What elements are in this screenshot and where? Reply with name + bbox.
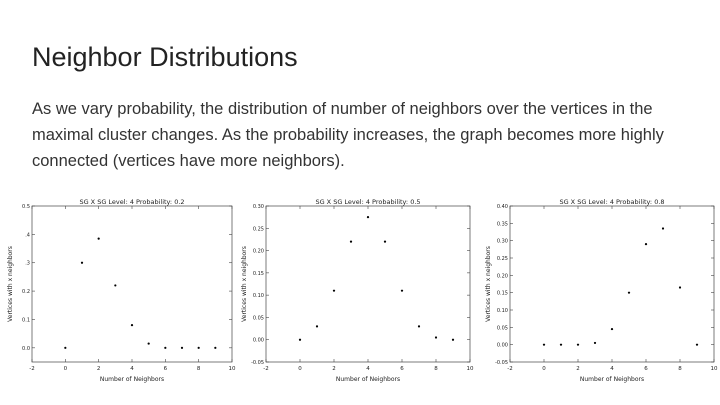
data-point <box>97 237 100 240</box>
y-axis-label: Vertices with x neighbors <box>485 246 492 322</box>
data-point <box>315 325 319 328</box>
y-tick-label: 0.10 <box>253 293 264 299</box>
x-tick-label: 4 <box>610 366 614 372</box>
x-tick-label: 10 <box>229 366 236 372</box>
data-point <box>349 240 353 243</box>
y-tick-label: 0.0 <box>22 346 30 352</box>
data-point <box>298 338 302 341</box>
data-point <box>417 325 421 328</box>
data-point <box>678 286 682 289</box>
y-tick-label: 0.30 <box>253 204 264 210</box>
y-tick-label: 0.15 <box>497 291 508 297</box>
x-tick-label: 2 <box>576 366 580 372</box>
data-point <box>644 243 648 246</box>
x-tick-label: 4 <box>366 366 370 372</box>
y-axis-label: Vertices with x neighbors <box>7 246 14 322</box>
x-tick-label: 6 <box>164 366 168 372</box>
x-tick-label: -2 <box>263 366 268 372</box>
x-tick-label: 8 <box>434 366 438 372</box>
data-point <box>214 346 217 349</box>
x-tick-label: 10 <box>467 366 474 372</box>
data-point <box>114 284 117 287</box>
data-point <box>366 216 370 219</box>
chart-title: SG X SG Level: 4 Probability: 0.8 <box>559 198 664 206</box>
x-tick-label: 0 <box>298 366 302 372</box>
x-tick-label: 10 <box>711 366 718 372</box>
x-tick-label: 8 <box>678 366 682 372</box>
data-point <box>332 289 336 292</box>
y-tick-label: 0.1 <box>22 317 30 323</box>
y-tick-label: .4 <box>25 232 30 238</box>
y-tick-label: 0.5 <box>22 204 30 210</box>
data-point <box>542 343 546 346</box>
data-point <box>383 240 387 243</box>
x-tick-label: 0 <box>64 366 68 372</box>
plot-frame <box>265 205 471 363</box>
y-tick-label: 0.10 <box>497 308 508 314</box>
data-point <box>400 289 404 292</box>
chart-title: SG X SG Level: 4 Probability: 0.5 <box>315 198 420 206</box>
x-tick-label: 2 <box>97 366 101 372</box>
y-tick-label: 0.00 <box>253 338 264 344</box>
data-point <box>610 327 614 331</box>
data-point <box>80 261 84 264</box>
y-tick-label: 0.25 <box>253 226 264 232</box>
data-point <box>576 343 580 346</box>
chart-probability-0-8: SG X SG Level: 4 Probability: 0.8 -2 0 2 4 6 8… <box>482 196 718 384</box>
data-point <box>661 227 665 230</box>
data-point <box>64 346 67 349</box>
data-point <box>164 346 167 349</box>
x-tick-label: -2 <box>507 366 512 372</box>
data-point <box>147 342 150 345</box>
x-axis-label: Number of Neighbors <box>100 376 164 383</box>
x-tick-label: 8 <box>197 366 201 372</box>
chart-svg: SG X SG Level: 4 Probability: 0.8 -2 0 2 4 6 8… <box>485 198 718 383</box>
y-tick-label: 0.20 <box>253 249 264 255</box>
plot-frame <box>509 205 715 363</box>
y-tick-label: 0.05 <box>253 315 264 321</box>
x-tick-label: 4 <box>130 366 134 372</box>
slide-title: Neighbor Distributions <box>32 42 298 72</box>
y-tick-label: 0.25 <box>497 256 508 262</box>
x-axis-label: Number of Neighbors <box>336 376 400 383</box>
y-tick-label: 0.20 <box>497 273 508 279</box>
data-point <box>434 336 438 339</box>
data-point <box>197 346 200 349</box>
y-tick-label: 0.40 <box>497 204 508 210</box>
data-point <box>627 291 631 294</box>
y-tick-label: 0.35 <box>497 221 508 227</box>
y-tick-label: 0.00 <box>497 343 508 349</box>
chart-title: SG X SG Level: 4 Probability: 0.2 <box>79 198 184 206</box>
chart-svg: SG X SG Level: 4 Probability: 0.2 -2 0 2 4 6 8… <box>7 198 236 383</box>
x-tick-label: 0 <box>542 366 546 372</box>
slide-body-text: As we vary probability, the distribution… <box>32 100 664 170</box>
data-point <box>593 341 597 345</box>
chart-svg: SG X SG Level: 4 Probability: 0.5 -2 0 2 4 6 8… <box>241 198 474 383</box>
y-tick-label: 0.30 <box>497 239 508 245</box>
chart-probability-0-2: SG X SG Level: 4 Probability: 0.2 -2 0 2 4 6 8… <box>4 196 236 384</box>
data-point <box>559 343 563 346</box>
data-point <box>180 346 184 349</box>
data-point <box>451 338 455 341</box>
y-axis-label: Vertices with x neighbors <box>241 246 248 322</box>
plot-frame <box>31 205 233 363</box>
x-axis-label: Number of Neighbors <box>580 376 644 383</box>
chart-probability-0-5: SG X SG Level: 4 Probability: 0.5 -2 0 2 4 6 8… <box>238 196 474 384</box>
y-tick-label: .3 <box>25 261 30 267</box>
x-tick-label: 6 <box>400 366 404 372</box>
y-tick-label: -0.05 <box>251 360 264 366</box>
data-point <box>130 324 134 327</box>
y-tick-label: -0.05 <box>495 360 508 366</box>
y-tick-label: 0.05 <box>497 325 508 331</box>
x-tick-label: 2 <box>332 366 336 372</box>
y-tick-label: 0.2 <box>22 289 30 295</box>
data-point <box>695 343 699 346</box>
y-tick-label: 0.15 <box>253 271 264 277</box>
x-tick-label: -2 <box>29 366 34 372</box>
x-tick-label: 6 <box>644 366 648 372</box>
